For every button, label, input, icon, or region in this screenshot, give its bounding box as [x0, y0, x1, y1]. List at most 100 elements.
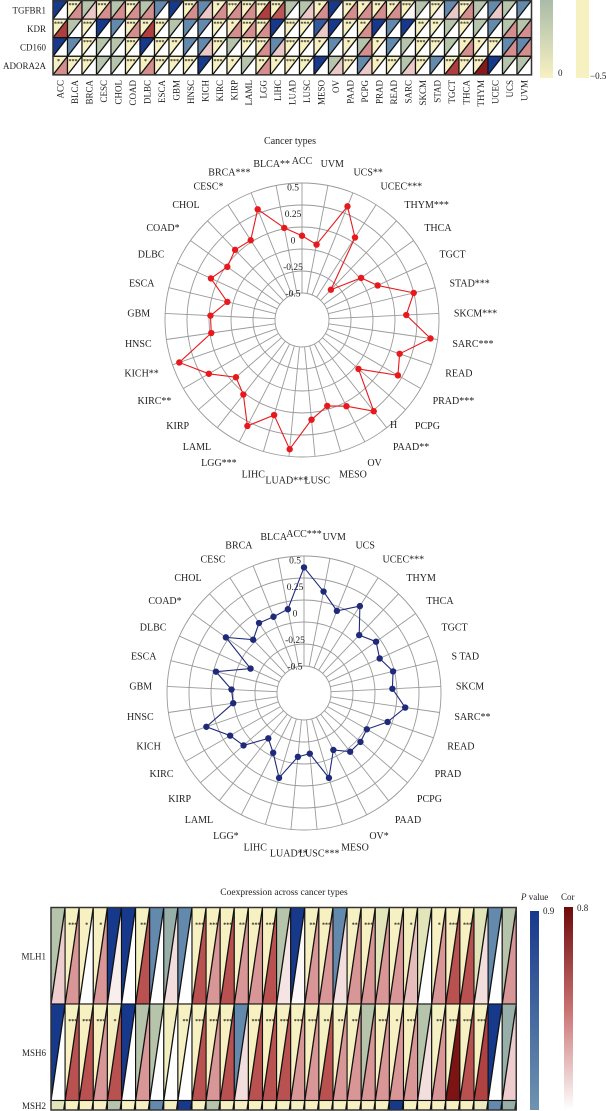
cell-diagonal: [327, 18, 344, 39]
heatmap-cell: [197, 37, 214, 57]
category-label: KICH: [136, 741, 160, 752]
significance-stars: *: [217, 3, 220, 9]
heatmap-cell: [52, 37, 69, 57]
cell-diagonal: [356, 0, 373, 20]
cell-diagonal: [81, 0, 98, 20]
cell-diagonal: [313, 18, 330, 39]
grid-spoke: [168, 696, 278, 713]
heatmap-cell: ***: [78, 1003, 94, 1102]
data-point: [394, 372, 402, 379]
heatmap-cell: **: [346, 1003, 362, 1102]
grid-spoke: [165, 313, 276, 320]
cell-diagonal: [110, 37, 127, 57]
data-point: [284, 606, 292, 613]
heatmap-cell: ***: [219, 906, 235, 1005]
cell-diagonal: [124, 55, 141, 76]
p-value-triangle: [65, 1100, 80, 1110]
p-value-triangle: [234, 1100, 249, 1110]
p-value-triangle: [163, 1100, 178, 1110]
cell-diagonal: [501, 0, 518, 20]
p-value-triangle: [417, 1100, 432, 1110]
significance-stars: *: [376, 59, 379, 65]
heatmap-cell: [487, 18, 504, 39]
cell-diagonal: [153, 0, 170, 20]
cell-diagonal: [414, 37, 431, 57]
column-label: COAD: [128, 80, 138, 106]
cell-diagonal: [139, 55, 156, 76]
significance-stars: ***: [209, 923, 218, 929]
heatmap-cell: [516, 18, 533, 39]
cell-diagonal: [402, 1003, 419, 1101]
cell-diagonal: [106, 1003, 123, 1101]
cell-diagonal: [233, 907, 250, 1005]
data-point: [344, 203, 351, 210]
significance-stars: ***: [257, 40, 266, 46]
top-heatmap: TGFBR1 *** *** *** *** * *** *** *** *** * ** * ** ** *…: [3, 0, 533, 107]
top-legend: 0 −0.5: [540, 0, 606, 81]
data-point: [269, 749, 277, 757]
significance-stars: ***: [463, 923, 472, 929]
heatmap-cell: [233, 1003, 250, 1102]
heatmap-cell: [304, 1099, 320, 1111]
cell-diagonal: [443, 55, 460, 76]
heatmap-cell: [168, 0, 185, 20]
significance-stars: ***: [301, 22, 310, 28]
cell-diagonal: [139, 37, 156, 57]
cell-diagonal: [472, 18, 489, 39]
grid-spoke: [170, 660, 278, 688]
heatmap-cell: [240, 55, 257, 76]
category-label: SKCM***: [454, 308, 497, 319]
column-label: LIHC: [273, 80, 283, 101]
cell-diagonal: [487, 55, 504, 76]
heatmap-cell: [163, 1099, 179, 1111]
grid-spoke: [328, 323, 438, 340]
heatmap-cell: [459, 1099, 475, 1111]
data-point: [294, 753, 302, 761]
category-label: MESO: [341, 843, 369, 854]
heatmap-cell: ***: [226, 0, 243, 20]
heatmap-cell: **: [385, 0, 402, 20]
significance-stars: ***: [127, 22, 136, 28]
data-point: [402, 704, 409, 711]
significance-stars: *: [362, 3, 365, 9]
category-label: GBM: [129, 681, 152, 692]
data-point: [351, 234, 359, 241]
heatmap-cell: *: [139, 55, 156, 76]
cell-diagonal: [445, 907, 461, 1005]
significance-stars: **: [352, 1019, 358, 1025]
heatmap-cell: [327, 55, 344, 76]
heatmap-cell: [318, 1099, 334, 1111]
heatmap-cell: [501, 0, 518, 20]
cell-diagonal: [255, 55, 272, 76]
cell-diagonal: [153, 18, 170, 39]
grid-spoke: [227, 204, 288, 298]
cell-diagonal: [240, 37, 257, 57]
heatmap-cell: [247, 1099, 264, 1111]
heatmap-cell: [134, 1003, 151, 1102]
heatmap-cell: [261, 1099, 278, 1111]
heatmap-cell: ***: [219, 1003, 235, 1102]
significance-stars: *: [231, 59, 234, 65]
heatmap-cell: ***: [275, 1003, 292, 1102]
cell-diagonal: [374, 907, 391, 1005]
heatmap-cell: [64, 1099, 80, 1111]
heatmap-cell: [95, 18, 112, 39]
cell-diagonal: [255, 18, 272, 39]
heatmap-cell: [205, 1099, 221, 1111]
data-point: [265, 735, 272, 742]
cell-diagonal: [52, 37, 69, 57]
cell-diagonal: [149, 907, 165, 1005]
heatmap-cell: ***: [247, 1003, 264, 1102]
heatmap-cell: [346, 1099, 362, 1111]
data-point: [356, 602, 364, 610]
cell-diagonal: [360, 907, 376, 1005]
p-value-triangle: [445, 1100, 460, 1110]
category-label: SARC***: [452, 339, 493, 350]
heatmap-cell: ***: [255, 0, 272, 20]
significance-stars: ***: [417, 40, 426, 46]
significance-stars: **: [375, 3, 381, 9]
significance-stars: ***: [68, 923, 77, 929]
category-label: KIRC: [150, 769, 174, 780]
grid-spoke: [313, 565, 356, 669]
cell-diagonal: [124, 0, 141, 20]
